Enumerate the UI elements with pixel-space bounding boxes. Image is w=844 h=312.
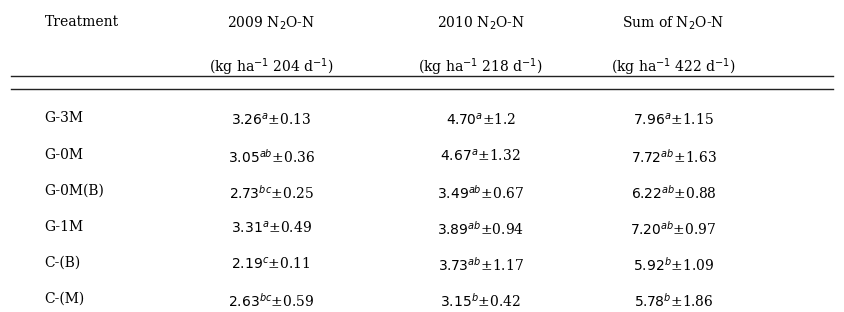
Text: $5.92^{b}$±1.09: $5.92^{b}$±1.09: [633, 256, 714, 274]
Text: $3.15^{b}$±0.42: $3.15^{b}$±0.42: [441, 292, 521, 310]
Text: $3.49^{ab}$±0.67: $3.49^{ab}$±0.67: [437, 184, 524, 202]
Text: G-0M: G-0M: [45, 148, 84, 162]
Text: $4.70^{a}$±1.2: $4.70^{a}$±1.2: [446, 111, 516, 127]
Text: Sum of N$_2$O-N: Sum of N$_2$O-N: [622, 15, 725, 32]
Text: $4.67^{a}$±1.32: $4.67^{a}$±1.32: [441, 148, 521, 163]
Text: (kg ha$^{-1}$ 422 d$^{-1}$): (kg ha$^{-1}$ 422 d$^{-1}$): [611, 56, 736, 78]
Text: G-1M: G-1M: [45, 220, 84, 234]
Text: $6.22^{ab}$±0.88: $6.22^{ab}$±0.88: [630, 184, 717, 202]
Text: 2009 N$_2$O-N: 2009 N$_2$O-N: [227, 15, 315, 32]
Text: $3.89^{ab}$±0.94: $3.89^{ab}$±0.94: [437, 220, 524, 238]
Text: $2.63^{bc}$±0.59: $2.63^{bc}$±0.59: [228, 292, 314, 310]
Text: $7.96^{a}$±1.15: $7.96^{a}$±1.15: [633, 111, 714, 127]
Text: $7.20^{ab}$±0.97: $7.20^{ab}$±0.97: [630, 220, 717, 238]
Text: G-0M(B): G-0M(B): [45, 184, 105, 198]
Text: $2.19^{c}$±0.11: $2.19^{c}$±0.11: [231, 256, 311, 272]
Text: $2.73^{bc}$±0.25: $2.73^{bc}$±0.25: [229, 184, 313, 202]
Text: (kg ha$^{-1}$ 204 d$^{-1}$): (kg ha$^{-1}$ 204 d$^{-1}$): [208, 56, 333, 78]
Text: $3.26^{a}$±0.13: $3.26^{a}$±0.13: [231, 111, 311, 127]
Text: $5.78^{b}$±1.86: $5.78^{b}$±1.86: [634, 292, 713, 310]
Text: 2010 N$_2$O-N: 2010 N$_2$O-N: [436, 15, 525, 32]
Text: $7.72^{ab}$±1.63: $7.72^{ab}$±1.63: [630, 148, 717, 165]
Text: C-(M): C-(M): [45, 292, 85, 306]
Text: $3.31^{a}$±0.49: $3.31^{a}$±0.49: [230, 220, 311, 236]
Text: G-3M: G-3M: [45, 111, 84, 125]
Text: $3.05^{ab}$±0.36: $3.05^{ab}$±0.36: [228, 148, 315, 165]
Text: $3.73^{ab}$±1.17: $3.73^{ab}$±1.17: [438, 256, 523, 274]
Text: (kg ha$^{-1}$ 218 d$^{-1}$): (kg ha$^{-1}$ 218 d$^{-1}$): [419, 56, 543, 78]
Text: C-(B): C-(B): [45, 256, 81, 270]
Text: Treatment: Treatment: [45, 15, 119, 29]
